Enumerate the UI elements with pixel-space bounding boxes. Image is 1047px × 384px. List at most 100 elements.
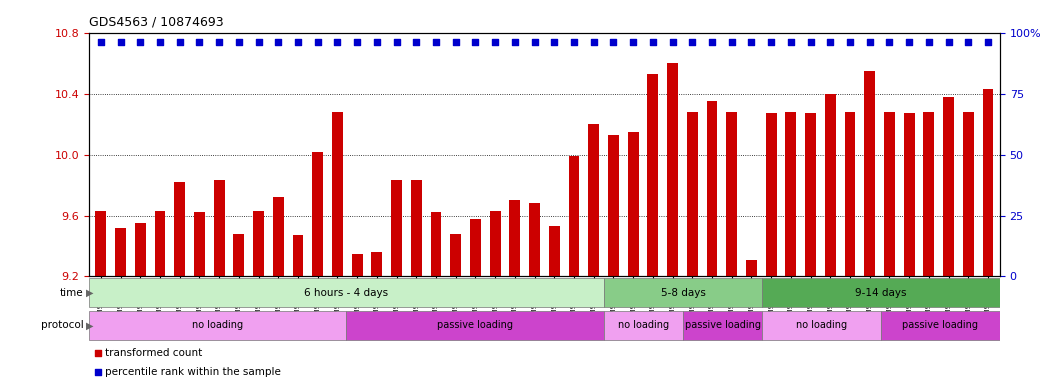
Bar bbox=[410, 180, 422, 276]
Point bbox=[388, 39, 405, 45]
Point bbox=[900, 39, 917, 45]
Point bbox=[802, 39, 819, 45]
Bar bbox=[347, 311, 604, 340]
Text: no loading: no loading bbox=[796, 320, 847, 331]
Point bbox=[507, 39, 524, 45]
Bar bbox=[963, 112, 974, 276]
Bar bbox=[135, 223, 146, 276]
Point bbox=[782, 39, 799, 45]
Bar bbox=[608, 135, 619, 276]
Point bbox=[565, 39, 582, 45]
Bar bbox=[253, 211, 264, 276]
Bar bbox=[747, 260, 757, 276]
Point bbox=[487, 39, 504, 45]
Text: ▶: ▶ bbox=[86, 320, 93, 331]
Bar bbox=[470, 218, 481, 276]
Bar bbox=[89, 311, 347, 340]
Point bbox=[112, 39, 129, 45]
Bar bbox=[214, 180, 224, 276]
Point bbox=[527, 39, 543, 45]
Text: percentile rank within the sample: percentile rank within the sample bbox=[106, 367, 282, 377]
Bar bbox=[549, 226, 560, 276]
Bar bbox=[233, 234, 244, 276]
Text: GDS4563 / 10874693: GDS4563 / 10874693 bbox=[89, 16, 224, 29]
Point bbox=[743, 39, 760, 45]
Bar bbox=[372, 252, 382, 276]
Point bbox=[842, 39, 859, 45]
Point bbox=[250, 39, 267, 45]
Bar bbox=[865, 71, 875, 276]
Bar bbox=[95, 211, 106, 276]
Point bbox=[270, 39, 287, 45]
Point bbox=[625, 39, 642, 45]
Point bbox=[210, 39, 227, 45]
Point bbox=[940, 39, 957, 45]
Bar bbox=[943, 97, 954, 276]
Point bbox=[882, 39, 898, 45]
Bar bbox=[667, 63, 678, 276]
Bar bbox=[884, 112, 895, 276]
Bar bbox=[115, 228, 126, 276]
Bar bbox=[604, 311, 683, 340]
Bar bbox=[392, 180, 402, 276]
Text: ▶: ▶ bbox=[86, 288, 93, 298]
Text: 6 hours - 4 days: 6 hours - 4 days bbox=[305, 288, 388, 298]
Point bbox=[309, 39, 326, 45]
Point bbox=[763, 39, 780, 45]
Text: passive loading: passive loading bbox=[903, 320, 979, 331]
Bar bbox=[785, 112, 797, 276]
Point bbox=[980, 39, 997, 45]
Point bbox=[230, 39, 247, 45]
Bar bbox=[762, 278, 1000, 308]
Bar bbox=[687, 112, 697, 276]
Bar bbox=[983, 89, 994, 276]
Bar bbox=[765, 113, 777, 276]
Bar bbox=[825, 94, 836, 276]
Bar bbox=[155, 211, 165, 276]
Point bbox=[152, 39, 169, 45]
Text: passive loading: passive loading bbox=[438, 320, 513, 331]
Bar bbox=[904, 113, 915, 276]
Point bbox=[920, 39, 937, 45]
Point bbox=[619, 106, 636, 113]
Bar bbox=[604, 278, 762, 308]
Point bbox=[645, 39, 662, 45]
Point bbox=[862, 39, 878, 45]
Point bbox=[132, 39, 149, 45]
Point bbox=[329, 39, 346, 45]
Point bbox=[349, 39, 365, 45]
Text: transformed count: transformed count bbox=[106, 348, 203, 358]
Point bbox=[92, 39, 109, 45]
Bar bbox=[727, 112, 737, 276]
Bar bbox=[490, 211, 500, 276]
Bar bbox=[510, 200, 520, 276]
Point bbox=[619, 281, 636, 287]
Text: 9-14 days: 9-14 days bbox=[855, 288, 907, 298]
Text: 5-8 days: 5-8 days bbox=[661, 288, 706, 298]
Bar bbox=[845, 112, 855, 276]
Bar bbox=[430, 212, 442, 276]
Bar bbox=[762, 311, 882, 340]
Point bbox=[408, 39, 425, 45]
Text: passive loading: passive loading bbox=[685, 320, 761, 331]
Bar bbox=[707, 101, 717, 276]
Bar bbox=[805, 113, 816, 276]
Bar bbox=[174, 182, 185, 276]
Point bbox=[605, 39, 622, 45]
Bar bbox=[588, 124, 599, 276]
Point bbox=[545, 39, 562, 45]
Text: time: time bbox=[60, 288, 84, 298]
Point bbox=[585, 39, 602, 45]
Point bbox=[960, 39, 977, 45]
Bar bbox=[882, 311, 1000, 340]
Point bbox=[369, 39, 385, 45]
Bar bbox=[647, 74, 659, 276]
Bar bbox=[450, 234, 461, 276]
Point bbox=[290, 39, 307, 45]
Bar bbox=[923, 112, 934, 276]
Text: protocol: protocol bbox=[41, 320, 84, 331]
Bar bbox=[529, 204, 540, 276]
Bar bbox=[194, 212, 205, 276]
Point bbox=[467, 39, 484, 45]
Bar bbox=[292, 235, 304, 276]
